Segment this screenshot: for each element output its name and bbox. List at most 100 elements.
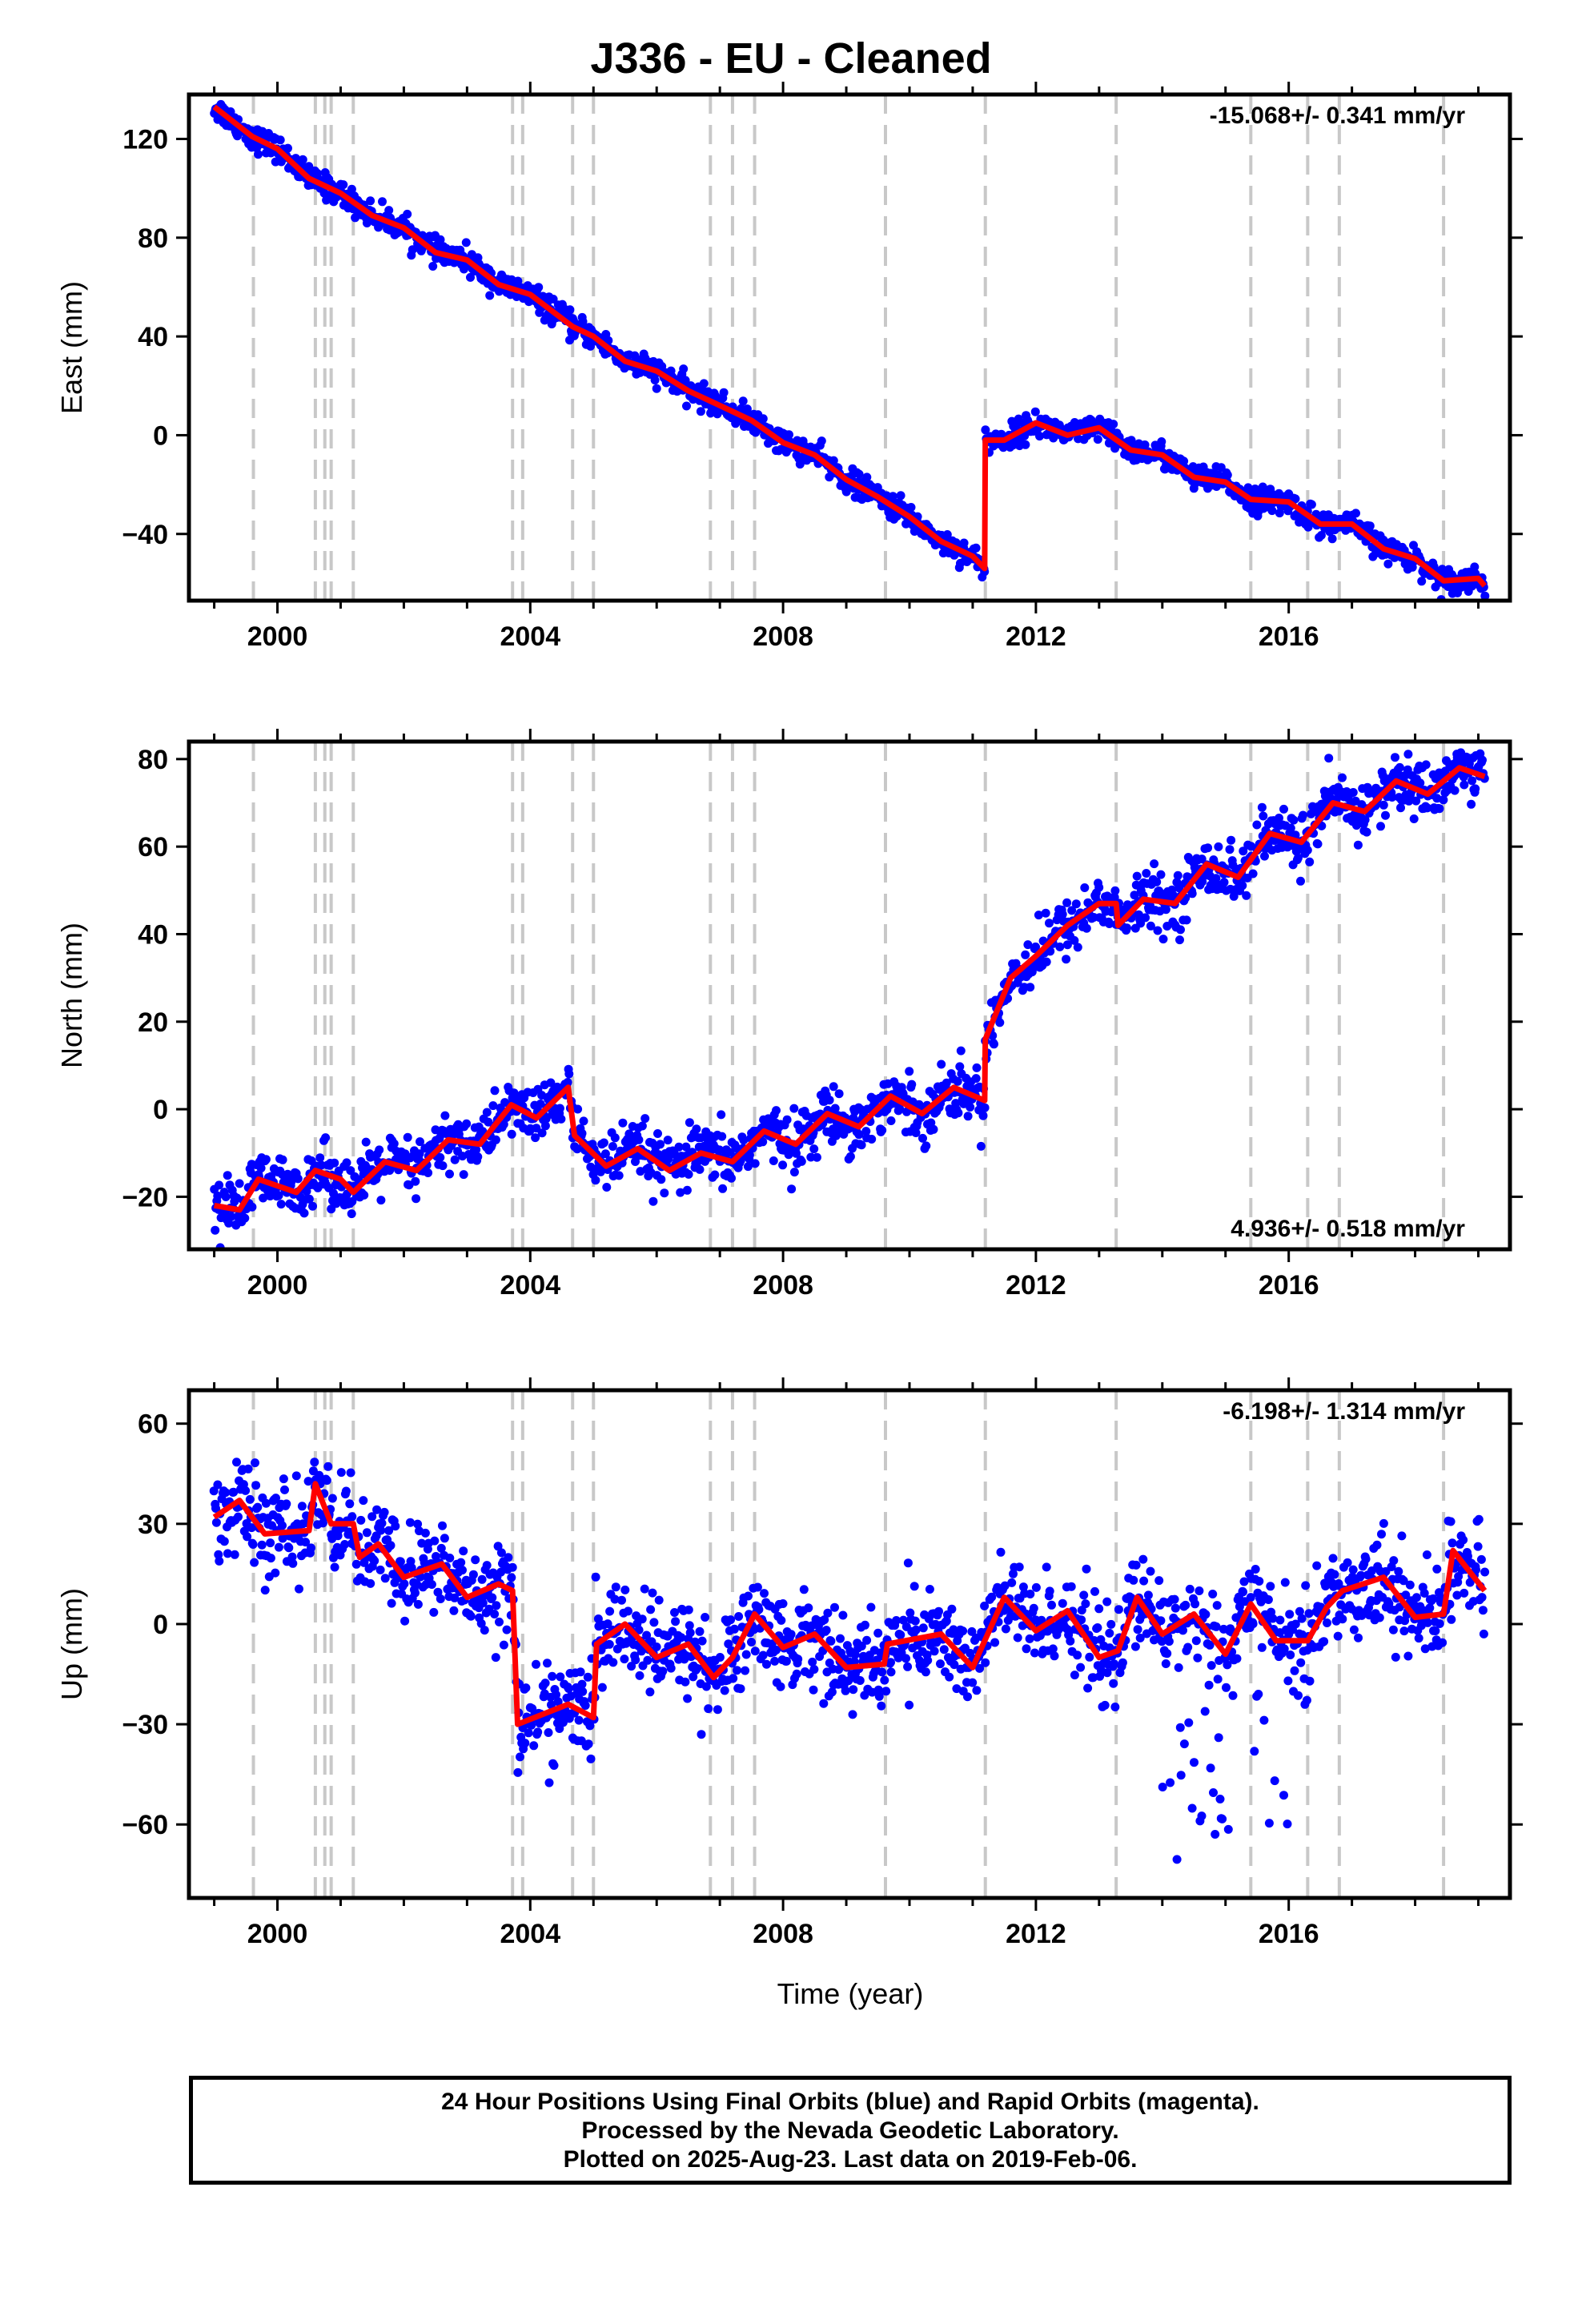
data-point [466, 272, 475, 282]
data-point [789, 1104, 799, 1113]
data-point [782, 1115, 792, 1124]
data-point [1045, 919, 1054, 928]
data-point [739, 1136, 749, 1145]
data-point [251, 1481, 261, 1490]
data-point [1275, 1615, 1285, 1625]
data-point [1020, 431, 1030, 440]
data-point [321, 1133, 331, 1143]
data-point [1460, 780, 1469, 790]
data-point [223, 1171, 232, 1180]
data-point [1459, 1535, 1468, 1545]
data-point [715, 1653, 725, 1662]
data-point [1132, 871, 1142, 881]
x-tick-label: 2008 [753, 1919, 813, 1949]
data-point [1110, 1703, 1120, 1711]
data-point [1280, 1578, 1290, 1587]
data-point [1435, 804, 1444, 814]
data-point [471, 1555, 480, 1565]
data-point [420, 1528, 430, 1538]
data-point [1081, 1599, 1090, 1609]
data-point [685, 1628, 695, 1638]
data-point [1409, 814, 1419, 823]
data-point [536, 1100, 545, 1108]
data-point [1407, 562, 1417, 572]
data-point [499, 1120, 508, 1129]
data-point [1082, 1564, 1091, 1574]
data-point [1094, 1604, 1104, 1614]
data-point [799, 1585, 809, 1594]
data-point [367, 1512, 377, 1522]
data-point [1291, 494, 1300, 504]
data-point [432, 1552, 440, 1561]
data-point [848, 1710, 857, 1719]
data-point [689, 1672, 698, 1682]
data-point [1193, 1653, 1203, 1663]
data-point [911, 1625, 921, 1634]
data-point [812, 1152, 821, 1162]
data-point [611, 1582, 620, 1592]
data-point [468, 1570, 478, 1579]
data-point [1330, 1570, 1339, 1579]
data-point [873, 1685, 883, 1695]
data-point [361, 1137, 371, 1147]
data-point [1118, 1658, 1127, 1667]
data-point [729, 1624, 739, 1634]
data-point [279, 1474, 288, 1484]
data-point [516, 1752, 524, 1762]
data-point [1264, 1819, 1274, 1828]
model-line [212, 1481, 1488, 1727]
data-point [972, 1686, 982, 1695]
data-point [261, 1155, 271, 1164]
data-point [1139, 1576, 1149, 1586]
data-point [1401, 1590, 1411, 1600]
data-point [734, 1612, 744, 1621]
data-point [854, 469, 864, 479]
data-point [376, 1196, 386, 1205]
data-point [753, 1582, 762, 1592]
data-point [1302, 1695, 1311, 1705]
data-point [758, 414, 768, 424]
data-point [274, 1191, 283, 1200]
data-point [405, 1518, 415, 1527]
data-point [1070, 1671, 1079, 1680]
data-point [618, 1118, 628, 1128]
data-point [341, 1486, 351, 1496]
data-point [351, 1559, 361, 1569]
data-point [881, 1687, 891, 1696]
data-point [610, 1594, 620, 1604]
footer-line-3: Plotted on 2025-Aug-23. Last data on 201… [563, 2146, 1138, 2173]
data-point [473, 1152, 483, 1161]
data-point [903, 1558, 913, 1568]
data-point [754, 1605, 764, 1614]
data-point [1223, 470, 1232, 480]
data-point [1073, 1651, 1082, 1660]
data-point [429, 1607, 439, 1617]
data-point [1414, 1634, 1423, 1643]
data-point [726, 1615, 736, 1625]
data-point [637, 1121, 647, 1131]
data-point [809, 1144, 819, 1154]
y-tick-label: 30 [138, 1510, 168, 1540]
data-point [492, 1601, 501, 1610]
data-point [248, 1540, 258, 1549]
data-point [990, 1638, 1000, 1647]
data-point [323, 1462, 333, 1471]
data-point [1022, 1644, 1031, 1654]
data-point [278, 1534, 287, 1543]
y-tick-label: −60 [122, 1810, 168, 1840]
data-point [438, 1161, 448, 1171]
data-point [445, 1169, 454, 1179]
data-point [411, 1588, 420, 1598]
data-point [862, 472, 872, 482]
data-point [477, 1574, 487, 1584]
data-point [1164, 1637, 1174, 1647]
data-point [1170, 1603, 1180, 1613]
data-point [1348, 1565, 1358, 1574]
data-point [1250, 1747, 1259, 1756]
data-point [1417, 577, 1427, 586]
data-point [544, 1728, 553, 1737]
data-point [1323, 1618, 1331, 1627]
data-point [1259, 1715, 1269, 1725]
data-point [910, 1616, 920, 1626]
data-point [1293, 853, 1303, 862]
